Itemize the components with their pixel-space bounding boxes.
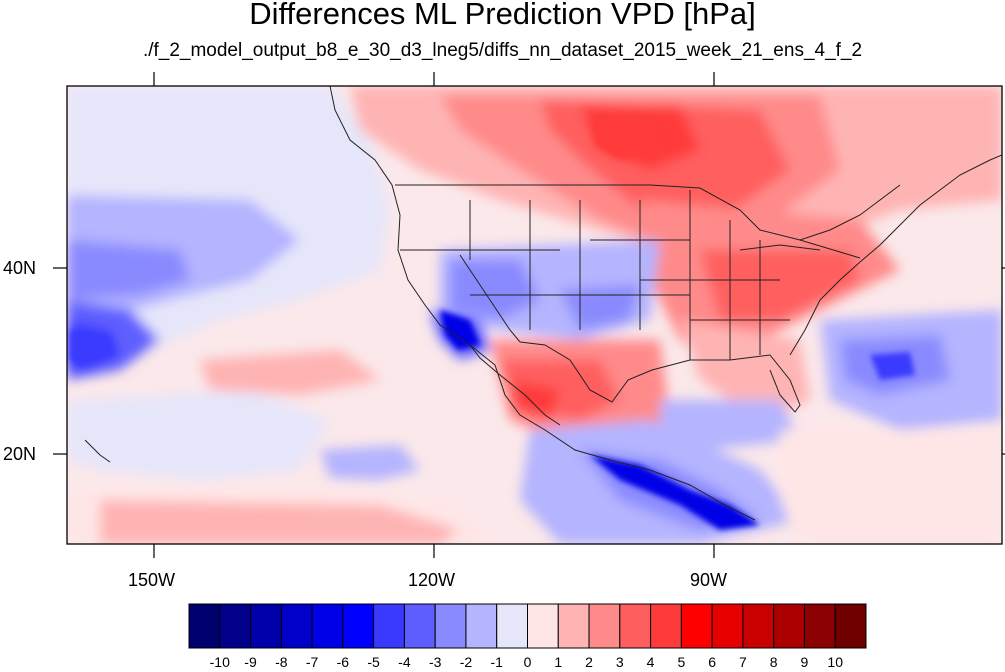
colorbar-box bbox=[342, 603, 375, 649]
colorbar-box bbox=[588, 603, 621, 649]
colorbar-label: -4 bbox=[398, 654, 411, 670]
colorbar-box bbox=[557, 603, 590, 649]
map-subtitle: ./f_2_model_output_b8_e_30_d3_lneg5/diff… bbox=[142, 40, 863, 61]
colorbar-label: -3 bbox=[428, 654, 442, 670]
colorbar-label: 4 bbox=[646, 654, 655, 670]
colorbar-label: 3 bbox=[615, 654, 624, 670]
colorbar-box bbox=[373, 603, 405, 649]
colorbar-label: -8 bbox=[275, 654, 288, 670]
colorbar-box bbox=[711, 603, 744, 649]
colorbar-box bbox=[434, 603, 467, 649]
lon-label-150w: 150W bbox=[128, 570, 176, 590]
colorbar-label: 9 bbox=[800, 654, 809, 670]
colorbar-box bbox=[650, 603, 682, 649]
colorbar-label: 10 bbox=[827, 654, 843, 670]
colorbar-label: -5 bbox=[367, 654, 380, 670]
colorbar-label: -9 bbox=[244, 654, 257, 670]
colorbar-label: -7 bbox=[305, 654, 319, 670]
map-frame bbox=[66, 85, 1003, 545]
lat-label-40n: 40N bbox=[3, 258, 37, 278]
colorbar-box bbox=[680, 603, 713, 649]
colorbar-box bbox=[496, 603, 528, 649]
axis-ticks bbox=[53, 72, 1005, 558]
colorbar-label: 7 bbox=[739, 654, 747, 670]
map-title: Differences ML Prediction VPD [hPa] bbox=[249, 0, 756, 31]
colorbar-box bbox=[742, 603, 775, 649]
lon-label-90w: 90W bbox=[690, 570, 728, 590]
colorbar-box bbox=[280, 603, 313, 649]
colorbar-label: -1 bbox=[490, 654, 503, 670]
colorbar-box bbox=[311, 603, 344, 649]
coastlines bbox=[84, 86, 1002, 521]
colorbar-box bbox=[773, 603, 805, 649]
colorbar-label: 5 bbox=[677, 654, 686, 670]
colorbar-label: 2 bbox=[585, 654, 593, 670]
colorbar-label: 1 bbox=[554, 654, 563, 670]
colorbar-box bbox=[403, 603, 436, 649]
colorbar-box bbox=[527, 603, 559, 649]
colorbar-box bbox=[619, 603, 652, 649]
lat-label-20n: 20N bbox=[3, 444, 37, 464]
colorbar-label: -6 bbox=[336, 654, 350, 670]
colorbar-label: -10 bbox=[209, 654, 230, 670]
colorbar-box bbox=[250, 603, 282, 649]
vpd-difference-field bbox=[67, 86, 1002, 544]
colorbar-label: -2 bbox=[459, 654, 473, 670]
colorbar-box bbox=[465, 603, 498, 649]
colorbar-box bbox=[219, 603, 252, 649]
colorbar-label: 6 bbox=[708, 654, 717, 670]
colorbar-label: 8 bbox=[769, 654, 778, 670]
colorbar-box bbox=[834, 603, 867, 649]
colorbar-label: 0 bbox=[523, 654, 532, 670]
colorbar-box bbox=[803, 603, 836, 649]
lon-label-120w: 120W bbox=[408, 570, 456, 590]
colorbar-box bbox=[188, 603, 221, 649]
colorbar bbox=[188, 603, 867, 649]
